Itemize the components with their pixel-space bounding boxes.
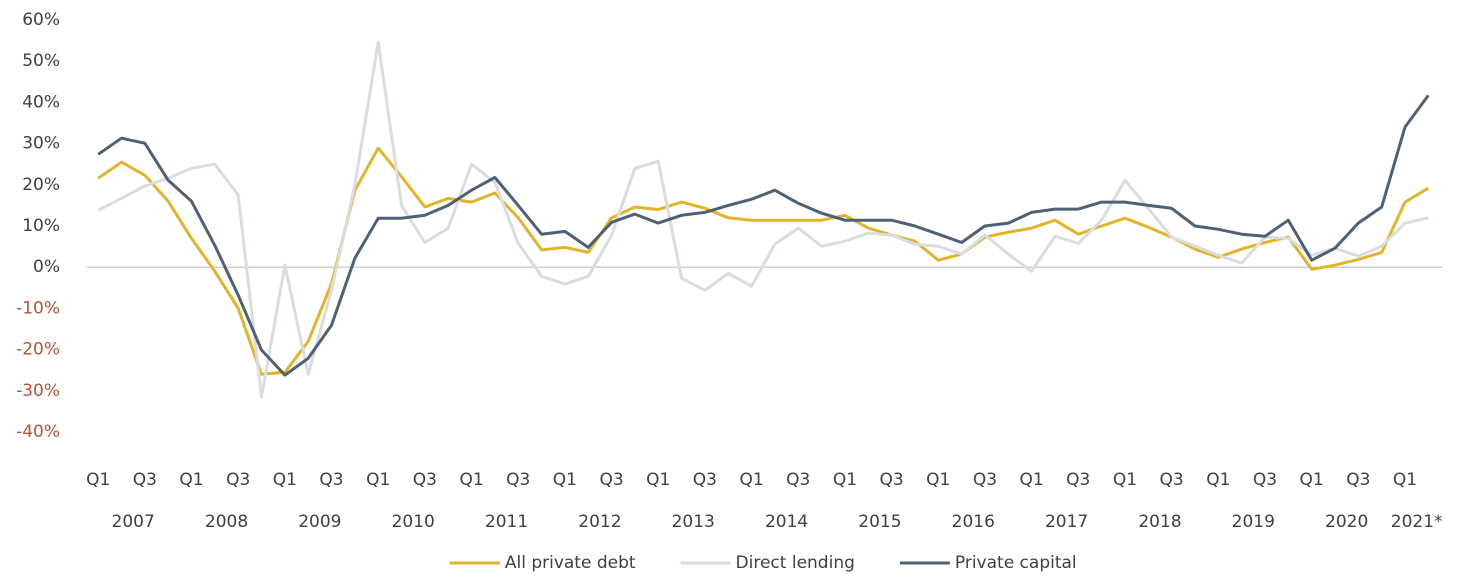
x-tick-label: Q1 — [833, 470, 857, 490]
x-tick-label: Q1 — [1300, 470, 1324, 490]
x-tick-label: Q1 — [1020, 470, 1044, 490]
x-tick-label: Q1 — [366, 470, 390, 490]
y-tick-label: 40% — [22, 92, 60, 112]
x-tick-label: Q3 — [226, 470, 250, 490]
x-tick-label: Q3 — [693, 470, 717, 490]
x-tick-label: Q3 — [319, 470, 343, 490]
year-label: 2010 — [392, 512, 435, 532]
year-label: 2013 — [672, 512, 715, 532]
x-tick-label: Q3 — [1066, 470, 1090, 490]
x-tick-label: Q3 — [413, 470, 437, 490]
x-tick-label: Q1 — [273, 470, 297, 490]
series-line — [97, 146, 1430, 376]
year-label: 2011 — [485, 512, 528, 532]
x-tick-label: Q3 — [973, 470, 997, 490]
x-tick-label: Q1 — [459, 470, 483, 490]
legend-label: Direct lending — [736, 553, 855, 573]
year-label: 2021* — [1391, 512, 1443, 532]
y-tick-label: 60% — [22, 10, 60, 30]
year-label: 2015 — [858, 512, 901, 532]
x-tick-label: Q1 — [86, 470, 110, 490]
x-tick-label: Q3 — [1253, 470, 1277, 490]
x-tick-label: Q1 — [553, 470, 577, 490]
year-label: 2009 — [298, 512, 341, 532]
x-tick-label: Q1 — [1206, 470, 1230, 490]
year-label: 2012 — [578, 512, 621, 532]
x-tick-label: Q1 — [1113, 470, 1137, 490]
year-label: 2016 — [952, 512, 995, 532]
y-tick-label: 30% — [22, 134, 60, 154]
x-tick-label: Q1 — [1393, 470, 1417, 490]
x-tick-label: Q3 — [1160, 470, 1184, 490]
year-label: 2017 — [1045, 512, 1088, 532]
year-label: 2007 — [112, 512, 155, 532]
y-tick-label: 20% — [22, 175, 60, 195]
x-tick-label: Q1 — [646, 470, 670, 490]
series-line — [97, 40, 1429, 399]
y-tick-label: -40% — [16, 422, 60, 442]
year-label: 2020 — [1325, 512, 1368, 532]
y-tick-label: -10% — [16, 298, 60, 318]
year-label: 2019 — [1232, 512, 1275, 532]
year-label: 2008 — [205, 512, 248, 532]
x-tick-label: Q3 — [133, 470, 157, 490]
year-label: 2018 — [1138, 512, 1181, 532]
legend-label: Private capital — [955, 553, 1077, 573]
x-tick-label: Q3 — [786, 470, 810, 490]
x-tick-label: Q3 — [599, 470, 623, 490]
legend-label: All private debt — [505, 553, 636, 573]
x-tick-label: Q3 — [879, 470, 903, 490]
x-tick-label: Q3 — [506, 470, 530, 490]
y-tick-label: -20% — [16, 340, 60, 360]
year-label: 2014 — [765, 512, 808, 532]
y-tick-label: 0% — [33, 257, 60, 277]
x-tick-label: Q3 — [1346, 470, 1370, 490]
y-tick-label: -30% — [16, 381, 60, 401]
y-tick-label: 10% — [22, 216, 60, 236]
x-tick-label: Q1 — [739, 470, 763, 490]
x-tick-label: Q1 — [179, 470, 203, 490]
series-line — [97, 94, 1430, 377]
x-tick-label: Q1 — [926, 470, 950, 490]
y-tick-label: 50% — [22, 51, 60, 71]
